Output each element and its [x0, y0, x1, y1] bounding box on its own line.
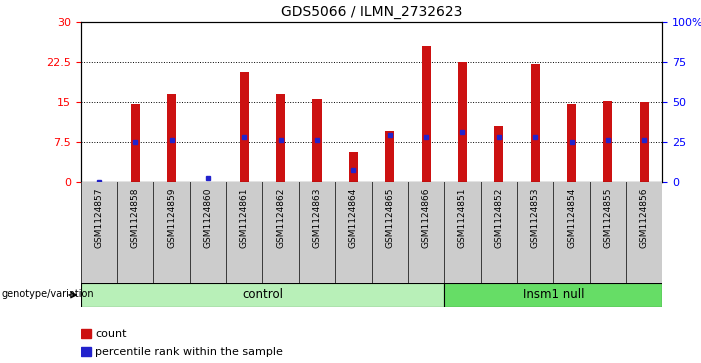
Text: GSM1124852: GSM1124852 [494, 187, 503, 248]
Bar [494, 126, 503, 182]
Bar [154, 182, 190, 298]
Bar [81, 347, 91, 356]
Text: control: control [242, 289, 283, 301]
Bar [167, 94, 176, 182]
Bar [421, 46, 430, 182]
Text: GSM1124859: GSM1124859 [167, 187, 176, 248]
Text: GSM1124851: GSM1124851 [458, 187, 467, 248]
Bar [335, 182, 372, 298]
Bar [408, 182, 444, 298]
Bar [276, 94, 285, 182]
Bar [458, 62, 467, 182]
Bar [117, 182, 154, 298]
Bar [262, 182, 299, 298]
Bar [444, 283, 662, 307]
Text: GSM1124858: GSM1124858 [130, 187, 139, 248]
Text: GSM1124864: GSM1124864 [349, 187, 358, 248]
Bar [190, 182, 226, 298]
Text: GSM1124860: GSM1124860 [203, 187, 212, 248]
Bar [313, 99, 322, 182]
Bar [553, 182, 590, 298]
Bar [385, 131, 394, 182]
Text: GSM1124856: GSM1124856 [640, 187, 648, 248]
Text: GSM1124863: GSM1124863 [313, 187, 322, 248]
Bar [81, 329, 91, 338]
Text: GSM1124866: GSM1124866 [421, 187, 430, 248]
Bar [81, 283, 444, 307]
Bar [81, 182, 117, 298]
Text: GSM1124853: GSM1124853 [531, 187, 540, 248]
Text: count: count [95, 329, 127, 339]
Bar [130, 104, 139, 182]
Text: GSM1124854: GSM1124854 [567, 187, 576, 248]
Text: GSM1124862: GSM1124862 [276, 187, 285, 248]
Bar [531, 64, 540, 182]
Text: percentile rank within the sample: percentile rank within the sample [95, 347, 283, 357]
Bar [481, 182, 517, 298]
Bar [626, 182, 662, 298]
Bar [372, 182, 408, 298]
Text: genotype/variation: genotype/variation [1, 289, 94, 299]
Bar [299, 182, 335, 298]
Bar [349, 152, 358, 182]
Text: GSM1124855: GSM1124855 [604, 187, 613, 248]
Title: GDS5066 / ILMN_2732623: GDS5066 / ILMN_2732623 [281, 5, 462, 19]
Bar [604, 101, 613, 182]
Text: GSM1124861: GSM1124861 [240, 187, 249, 248]
Bar [590, 182, 626, 298]
Bar [517, 182, 553, 298]
Text: GSM1124865: GSM1124865 [386, 187, 394, 248]
Text: Insm1 null: Insm1 null [523, 289, 584, 301]
Bar [226, 182, 262, 298]
Bar [444, 182, 481, 298]
Bar [567, 104, 576, 182]
Bar [640, 102, 649, 182]
Text: GSM1124857: GSM1124857 [95, 187, 103, 248]
Bar [240, 72, 249, 182]
